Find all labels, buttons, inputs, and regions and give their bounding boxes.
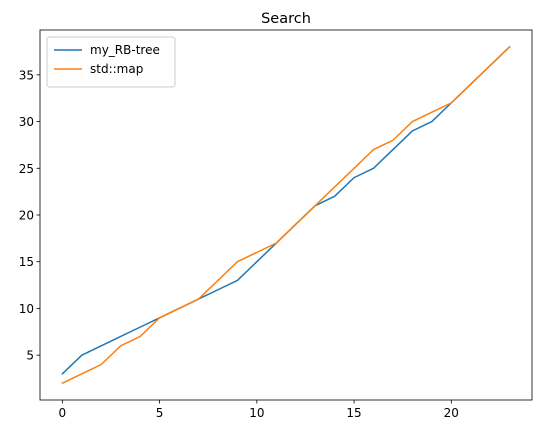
x-tick-label: 0 <box>59 406 67 420</box>
x-tick-label: 5 <box>156 406 164 420</box>
y-tick-label: 10 <box>19 302 34 316</box>
x-tick-label: 10 <box>249 406 264 420</box>
y-tick-label: 20 <box>19 209 34 223</box>
legend-label: std::map <box>90 62 143 76</box>
x-tick-label: 15 <box>346 406 361 420</box>
y-tick-label: 5 <box>26 349 34 363</box>
plot-frame <box>39 29 533 401</box>
chart-title: Search <box>261 11 311 27</box>
series-line-1 <box>61 45 511 385</box>
y-tick-label: 25 <box>19 162 34 176</box>
y-tick-label: 30 <box>19 115 34 129</box>
y-tick-label: 35 <box>19 68 34 82</box>
y-tick-label: 15 <box>19 255 34 269</box>
legend-label: my_RB-tree <box>90 43 160 57</box>
series-line-0 <box>61 45 511 375</box>
plot-area: 0 5 10 15 20 5 10 15 20 25 30 35 <box>19 45 511 420</box>
x-tick-label: 20 <box>444 406 459 420</box>
